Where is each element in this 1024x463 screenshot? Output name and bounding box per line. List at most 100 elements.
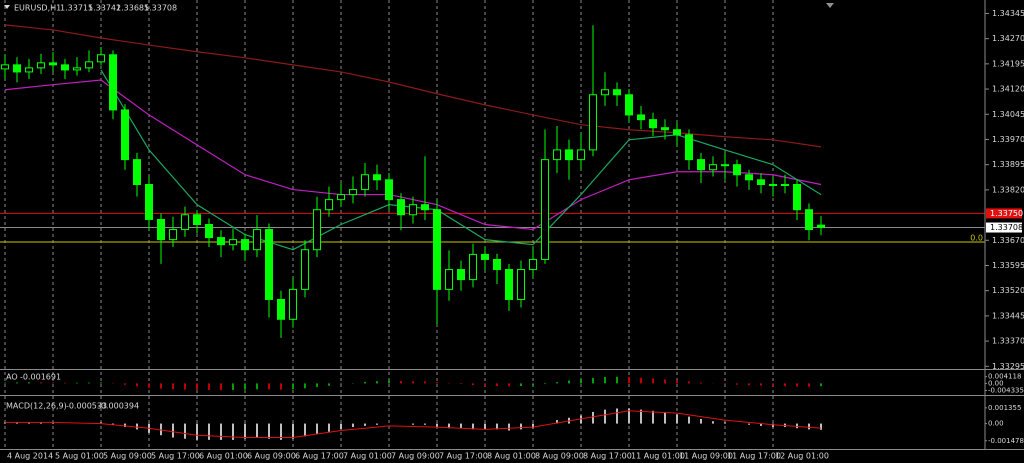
x-tick-label: 5 Aug 17:00 (151, 452, 200, 461)
candle-body (253, 229, 261, 251)
symbol-label: EURUSD,H1 (14, 4, 61, 13)
candle-body (217, 237, 225, 246)
candle-body (145, 184, 153, 220)
y-tick-label: 1.33820 (992, 185, 1024, 194)
candle-body (565, 149, 573, 161)
candle-body (505, 269, 513, 300)
open-label: 1.33715 (60, 4, 93, 13)
candle-body (781, 184, 789, 187)
candle-body (289, 288, 297, 320)
candle-body (457, 269, 465, 281)
candle-body (793, 184, 801, 211)
y-tick-label: 1.33520 (992, 286, 1024, 295)
x-tick-label: 7 Aug 09:00 (391, 452, 440, 461)
y-tick-label: 1.33445 (992, 311, 1024, 320)
shift-marker[interactable] (826, 3, 834, 8)
candle-body (109, 54, 117, 111)
candle-body (73, 67, 81, 71)
level-price-label: 1.33750 (990, 209, 1023, 218)
candle-body (361, 174, 369, 191)
x-tick-label: 4 Aug 2014 (7, 452, 53, 461)
candle-body (205, 223, 213, 239)
x-tick-label: 11 Aug 01:00 (631, 452, 685, 461)
candle-body (553, 149, 561, 161)
y-tick-label: 1.33370 (992, 337, 1024, 346)
current-price-label: 1.33708 (990, 223, 1023, 232)
y-tick-label: 1.34345 (992, 9, 1024, 18)
y-tick-label: 1.34120 (992, 85, 1024, 94)
x-tick-label: 11 Aug 17:00 (727, 452, 781, 461)
x-tick-label: 6 Aug 09:00 (247, 452, 296, 461)
x-tick-label: 11 Aug 09:00 (679, 452, 733, 461)
x-tick-label: 6 Aug 01:00 (199, 452, 248, 461)
x-tick-label: 5 Aug 01:00 (55, 452, 104, 461)
candle-body (409, 204, 417, 216)
macd-title: MACD(12,26,9) (6, 402, 67, 411)
ao-value: -0.001691 (20, 373, 61, 382)
candle-body (13, 64, 21, 73)
candle-body (121, 109, 129, 161)
candle-body (661, 127, 669, 131)
x-tick-label: 6 Aug 17:00 (295, 452, 344, 461)
macd-tick-label: 0.00 (988, 420, 1004, 428)
candle-body (469, 253, 477, 281)
macd-tick-label: -0.001478 (988, 437, 1024, 445)
candle-body (61, 64, 69, 71)
candle-body (349, 189, 357, 196)
ao-tick-label: 0.004118 (988, 373, 1021, 381)
candle-body (385, 179, 393, 201)
candle-body (697, 159, 705, 171)
candle-body (277, 298, 285, 320)
macd-tick-label: 0.001355 (988, 404, 1021, 412)
candle-body (445, 269, 453, 290)
macd-value: -0.000533 (66, 402, 107, 411)
candle-body (673, 129, 681, 136)
x-tick-label: 12 Aug 01:00 (775, 452, 829, 461)
x-tick-label: 7 Aug 01:00 (343, 452, 392, 461)
candle-body (193, 214, 201, 225)
candle-body (493, 258, 501, 271)
candle-body (805, 209, 813, 231)
ao-title: AO (6, 373, 18, 382)
candle-body (541, 159, 549, 260)
fib-label: 0.0 (970, 233, 983, 242)
candle-body (265, 229, 273, 300)
candle-body (529, 258, 537, 271)
macd-signal (5, 410, 822, 439)
y-tick-label: 1.33970 (992, 135, 1024, 144)
y-tick-label: 1.34045 (992, 110, 1024, 119)
candle-body (601, 89, 609, 96)
plot (0, 0, 985, 449)
candle-body (133, 159, 141, 186)
candle-body (301, 249, 309, 290)
x-tick-label: 7 Aug 17:00 (439, 452, 488, 461)
candle-body (373, 174, 381, 181)
current-price-box (986, 222, 1022, 233)
close-label: 1.33708 (144, 4, 177, 13)
y-tick-label: 1.34270 (992, 34, 1024, 43)
candle-body (589, 94, 597, 151)
x-tick-label: 8 Aug 17:00 (583, 452, 632, 461)
candle-body (37, 62, 45, 69)
candle-body (709, 164, 717, 171)
candle-body (637, 114, 645, 121)
candle-body (769, 184, 777, 187)
x-tick-label: 5 Aug 09:00 (103, 452, 152, 461)
candle-body (169, 229, 177, 241)
candle-body (313, 209, 321, 251)
x-tick-label: 8 Aug 01:00 (487, 452, 536, 461)
candle-body (613, 89, 621, 96)
candle-body (25, 67, 33, 73)
candle-body (817, 224, 825, 229)
ao-tick-label: 0.00 (988, 379, 1004, 387)
candle-body (85, 61, 93, 69)
y-tick-label: 1.33895 (992, 160, 1024, 169)
candle-body (181, 214, 189, 231)
candle-body (577, 149, 585, 161)
x-tick-label: 8 Aug 09:00 (535, 452, 584, 461)
moving-average (4, 24, 822, 148)
high-label: 1.33742 (88, 4, 121, 13)
